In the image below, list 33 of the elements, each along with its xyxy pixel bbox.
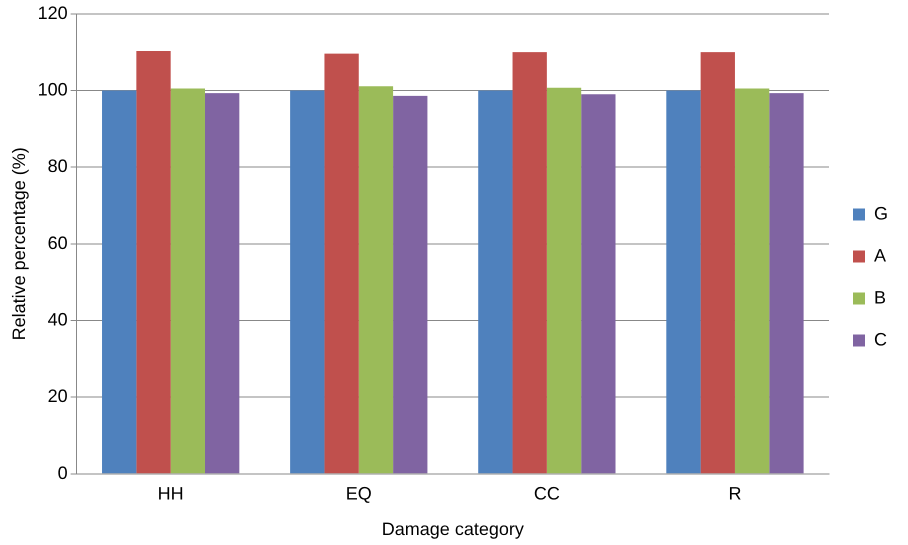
bar [205, 93, 240, 474]
bar [290, 90, 324, 474]
bar [700, 52, 735, 474]
bar [358, 86, 394, 474]
y-tick-label: 40 [48, 309, 68, 330]
y-tick-label: 100 [38, 79, 68, 100]
bar [324, 54, 359, 474]
legend-label: C [874, 329, 887, 350]
bar [102, 90, 136, 474]
bar [393, 96, 428, 474]
bar [170, 88, 206, 474]
y-axis-title: Relative percentage (%) [8, 147, 29, 340]
bar [666, 90, 701, 474]
legend-label: G [874, 203, 888, 224]
x-tick-label: HH [158, 484, 184, 504]
y-tick-label: 20 [48, 386, 68, 406]
y-tick-label: 0 [58, 462, 68, 483]
bar [512, 52, 547, 474]
x-tick-label: R [728, 484, 742, 504]
bar [769, 93, 804, 474]
y-tick-label: 80 [48, 156, 68, 176]
x-tick-label: CC [534, 484, 560, 504]
bar [581, 94, 616, 474]
y-tick-label: 60 [48, 232, 68, 253]
x-tick-label: EQ [346, 484, 372, 504]
bar [546, 88, 582, 474]
legend-label: A [874, 245, 886, 266]
bar [136, 50, 171, 474]
x-axis-title: Damage category [382, 519, 524, 540]
y-tick-label: 120 [38, 2, 68, 23]
legend-label: B [874, 287, 886, 308]
bar [734, 88, 770, 474]
bar [478, 90, 513, 474]
